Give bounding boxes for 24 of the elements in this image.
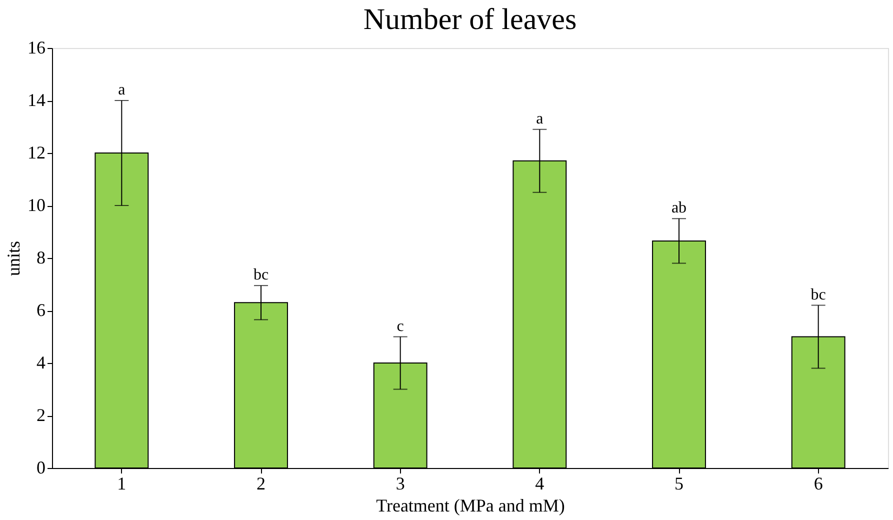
x-axis-title: Treatment (MPa and mM) <box>376 496 565 516</box>
y-tick-label: 14 <box>28 90 46 110</box>
y-tick-label: 4 <box>36 352 46 372</box>
y-tick-label: 10 <box>28 195 46 215</box>
y-tick-label: 8 <box>36 248 46 268</box>
x-tick-label: 2 <box>256 474 266 494</box>
annotation: bc <box>810 286 826 304</box>
annotation: a <box>536 110 544 128</box>
y-axis-title: units <box>4 240 24 276</box>
annotation: a <box>118 82 126 98</box>
annotation: c <box>396 318 404 335</box>
x-tick-label: 1 <box>117 474 126 494</box>
y-tick-label: 2 <box>36 405 46 425</box>
annotation: bc <box>253 266 269 284</box>
x-tick-label: 6 <box>814 474 823 494</box>
y-tick-label: 16 <box>28 38 46 58</box>
annotation: ab <box>671 200 687 217</box>
chart-title: Number of leaves <box>363 3 577 36</box>
y-tick-label: 6 <box>36 300 46 320</box>
x-tick-label: 4 <box>535 474 544 494</box>
y-tick-label: 12 <box>28 142 46 162</box>
x-tick-label: 5 <box>674 474 684 494</box>
y-tick-label: 0 <box>36 458 46 478</box>
x-tick-label: 3 <box>396 474 405 494</box>
